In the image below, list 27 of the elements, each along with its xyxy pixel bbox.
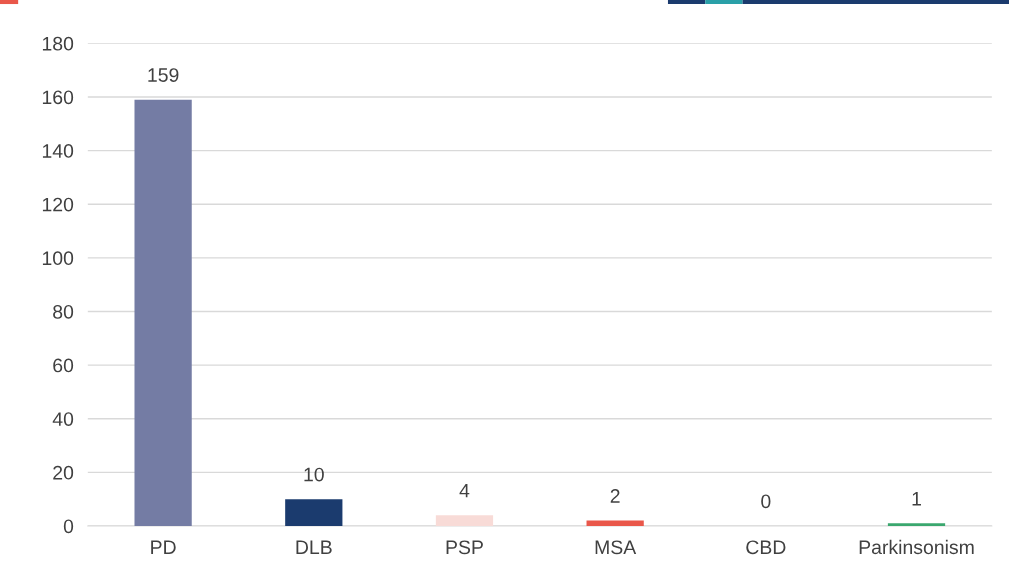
y-tick-label: 160 <box>42 90 74 105</box>
y-tick-label: 60 <box>53 358 74 373</box>
y-tick-label: 120 <box>42 197 74 212</box>
bar <box>285 499 343 526</box>
x-tick-label: MSA <box>595 540 637 555</box>
y-tick-label: 40 <box>52 412 74 426</box>
y-tick-label: 0 <box>63 519 74 534</box>
x-tick-label: PSP <box>446 540 483 555</box>
bar <box>134 99 192 526</box>
bar <box>435 515 494 526</box>
y-tick-label: 100 <box>42 251 74 266</box>
data-label: 4 <box>459 483 470 498</box>
data-label: 0 <box>761 494 771 509</box>
y-tick-label: 20 <box>53 465 74 480</box>
x-tick-label: Parkinsonism <box>859 539 974 555</box>
bar <box>586 520 644 526</box>
bar <box>887 523 946 526</box>
x-tick-label: CBD <box>746 540 786 555</box>
x-tick-label: DLB <box>296 540 332 554</box>
y-tick-label: 180 <box>42 36 74 51</box>
data-label: 2 <box>610 489 620 503</box>
y-tick-label: 140 <box>42 144 74 158</box>
y-tick-label: 80 <box>53 304 74 319</box>
data-label: 1 <box>912 492 921 506</box>
x-tick-label: PD <box>151 540 176 554</box>
data-label: 159 <box>148 68 179 82</box>
data-label: 10 <box>304 467 324 482</box>
